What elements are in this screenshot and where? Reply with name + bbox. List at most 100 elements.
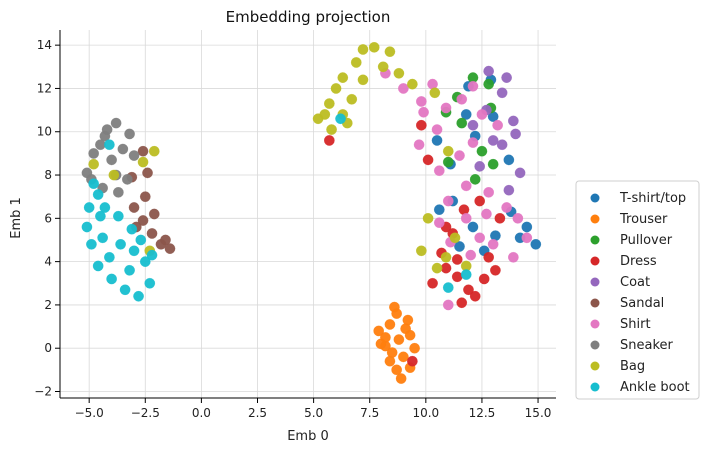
- t-shirt-top-point: [467, 221, 479, 233]
- trouser-point: [398, 351, 409, 363]
- shirt-point: [465, 249, 477, 261]
- coat-point: [496, 87, 508, 99]
- shirt-point: [492, 119, 503, 131]
- ankle-boot-point: [106, 273, 117, 285]
- t-shirt-top-point: [433, 204, 445, 215]
- y-tick-label: 14: [37, 38, 52, 52]
- shirt-legend-label: Shirt: [620, 317, 651, 332]
- dress-point: [324, 135, 335, 146]
- sneaker-point: [128, 150, 140, 161]
- pullover-legend-marker: [590, 235, 600, 245]
- sandal-point: [137, 215, 149, 226]
- shirt-point: [467, 80, 479, 92]
- ankle-boot-point: [146, 249, 158, 261]
- trouser-point: [404, 329, 416, 341]
- dress-point: [494, 213, 506, 224]
- bag-point: [108, 169, 120, 181]
- ankle-boot-point: [81, 221, 93, 233]
- shirt-point: [442, 299, 454, 311]
- coat-point: [483, 65, 494, 77]
- shirt-point: [512, 213, 524, 224]
- x-axis-label: Emb 0: [287, 429, 329, 444]
- bag-point: [137, 156, 149, 168]
- ankle-boot-point: [133, 290, 144, 302]
- y-tick-label: 8: [44, 168, 52, 182]
- ankle-boot-point: [442, 282, 454, 293]
- sneaker-point: [110, 117, 122, 129]
- shirt-point: [476, 109, 488, 120]
- dress-point: [456, 297, 468, 309]
- bag-point: [350, 57, 362, 68]
- sneaker-legend-label: Sneaker: [620, 338, 674, 353]
- coat-point: [496, 139, 508, 151]
- x-tick-label: 7.5: [360, 406, 379, 420]
- dress-legend-label: Dress: [620, 254, 657, 269]
- shirt-point: [460, 213, 472, 224]
- bag-point: [422, 213, 434, 224]
- bag-point: [384, 46, 396, 57]
- bag-point: [368, 42, 380, 53]
- bag-point: [357, 44, 369, 55]
- bag-point: [393, 67, 405, 79]
- bag-legend-label: Bag: [620, 359, 645, 374]
- shirt-point: [413, 139, 425, 151]
- coat-legend-marker: [590, 277, 600, 287]
- ankle-boot-point: [335, 113, 346, 125]
- dress-point: [451, 254, 463, 265]
- bag-point: [330, 83, 342, 94]
- ankle-boot-point: [124, 264, 135, 276]
- shirt-point: [474, 232, 485, 244]
- t-shirt-top-point: [431, 135, 443, 146]
- dress-point: [407, 355, 418, 367]
- coat-point: [474, 161, 485, 172]
- ankle-boot-point: [104, 139, 115, 151]
- bag-point: [326, 124, 337, 135]
- sandal-point: [128, 202, 140, 213]
- bag-point: [429, 87, 441, 99]
- ankle-boot-point: [104, 251, 115, 263]
- shirt-point: [398, 83, 409, 94]
- sneaker-point: [95, 139, 106, 151]
- ankle-boot-point: [97, 232, 108, 244]
- ankle-boot-point: [460, 269, 472, 280]
- bag-point: [407, 78, 418, 90]
- ankle-boot-point: [99, 202, 111, 213]
- pullover-point: [476, 145, 488, 157]
- sneaker-point: [113, 187, 124, 198]
- y-tick-label: −2: [34, 385, 52, 399]
- sandal-point: [146, 228, 158, 239]
- trouser-point: [386, 347, 398, 358]
- pullover-legend-label: Pullover: [620, 233, 673, 248]
- bag-legend-marker: [590, 361, 600, 371]
- pullover-point: [483, 78, 494, 90]
- shirt-point: [487, 239, 499, 250]
- y-tick-label: 0: [44, 341, 52, 355]
- pullover-point: [487, 158, 499, 170]
- shirt-point: [454, 150, 465, 161]
- sneaker-point: [88, 148, 99, 159]
- shirt-legend-marker: [590, 319, 600, 329]
- chart-title: Embedding projection: [226, 8, 391, 26]
- bag-point: [431, 262, 443, 274]
- x-tick-label: 10.0: [412, 406, 439, 420]
- bag-point: [416, 245, 427, 257]
- t-shirt-top-point: [521, 221, 533, 233]
- trouser-point: [389, 301, 400, 313]
- sandal-legend-label: Sandal: [620, 296, 664, 311]
- ankle-boot-point: [115, 239, 126, 250]
- trouser-point: [402, 314, 414, 326]
- dress-point: [469, 290, 481, 302]
- pullover-point: [469, 174, 481, 185]
- ankle-boot-point: [88, 178, 99, 189]
- x-tick-label: 15.0: [525, 406, 552, 420]
- shirt-point: [481, 208, 492, 220]
- sandal-point: [137, 145, 149, 157]
- bag-point: [88, 158, 99, 170]
- bag-point: [442, 145, 454, 157]
- trouser-point: [373, 325, 384, 337]
- shirt-point: [442, 195, 454, 207]
- coat-point: [510, 128, 521, 140]
- trouser-point: [391, 364, 402, 376]
- coat-legend-label: Coat: [620, 275, 650, 290]
- coat-point: [514, 167, 526, 179]
